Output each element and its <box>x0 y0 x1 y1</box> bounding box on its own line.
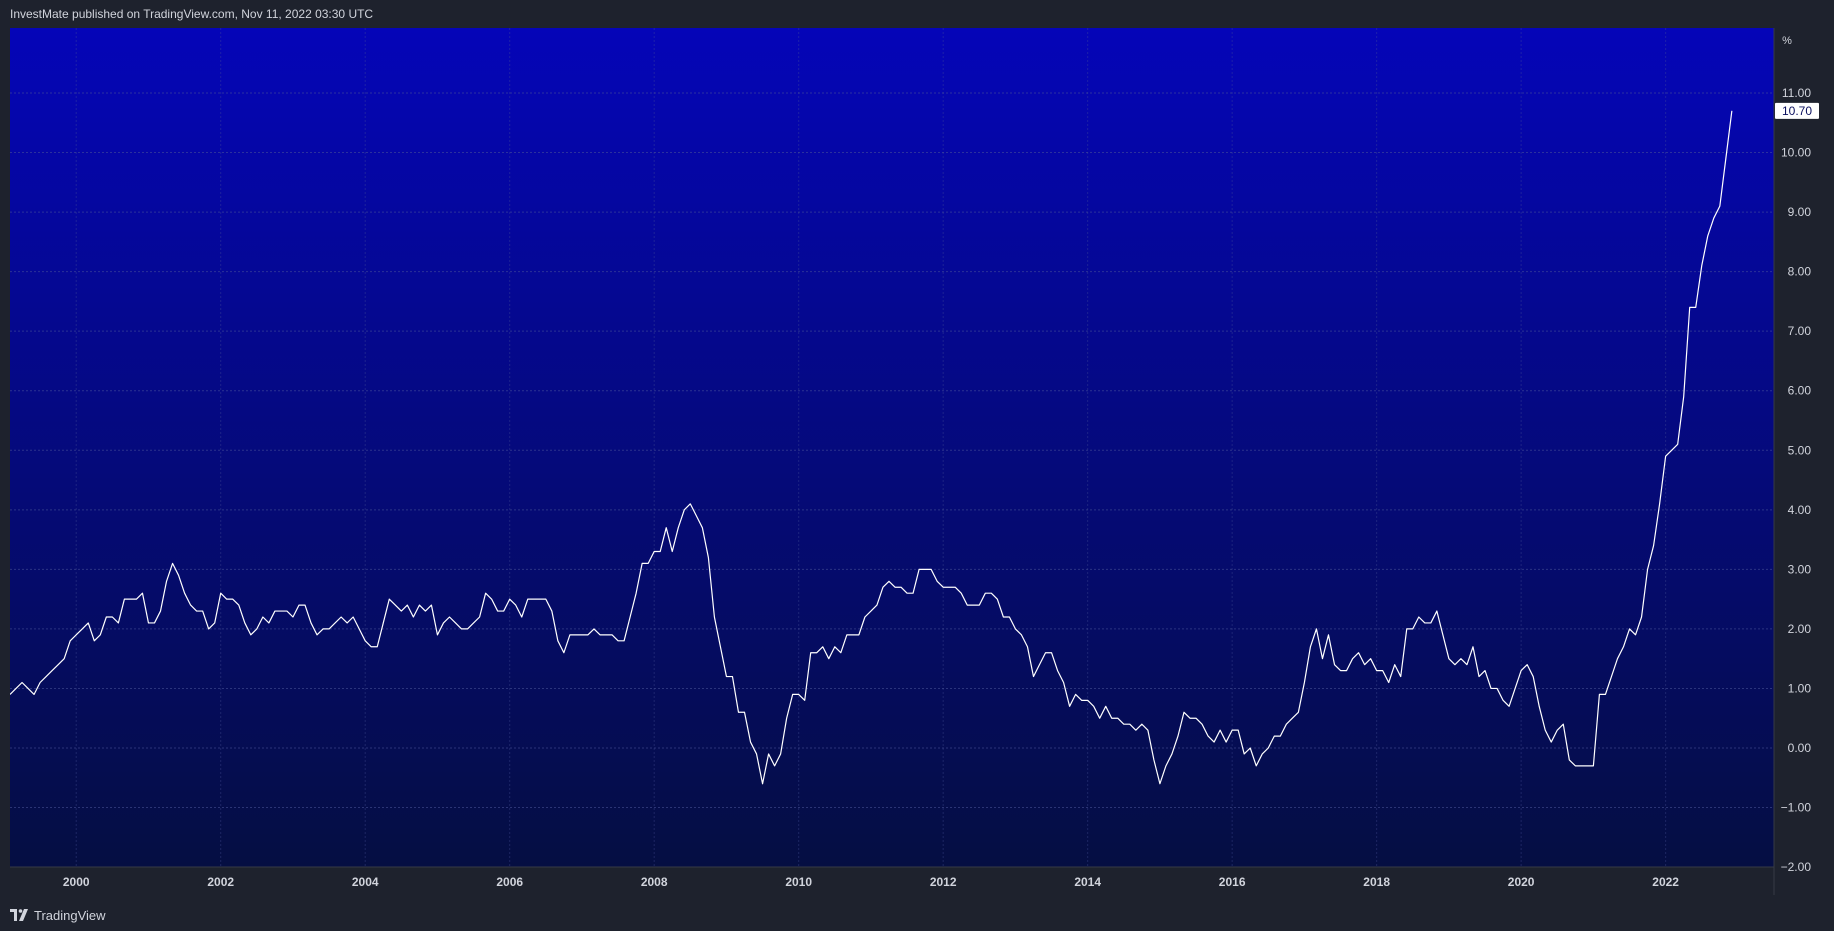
last-value-badge <box>1775 102 1819 119</box>
y-tick-label: 8.00 <box>1788 265 1812 279</box>
x-tick-label: 2008 <box>641 875 668 889</box>
publisher-caption: InvestMate published on TradingView.com,… <box>10 7 374 21</box>
footer-brand-label: TradingView <box>34 907 106 923</box>
y-tick-label: 0.00 <box>1788 741 1812 755</box>
last-value-badge-group: 10.70 <box>1775 102 1819 119</box>
y-tick-label: 9.00 <box>1788 205 1812 219</box>
y-unit-label: % <box>1782 35 1792 47</box>
x-axis: 2000 2002 2004 2006 2008 2010 2012 2014 2016 2018… <box>63 875 1679 889</box>
time-scale-axis[interactable] <box>10 867 1774 895</box>
series-line <box>10 110 1733 785</box>
x-tick-label: 2012 <box>930 875 957 889</box>
tradingview-logo-icon <box>10 909 28 921</box>
x-tick-label: 2022 <box>1652 875 1679 889</box>
x-tick-label: 2004 <box>352 875 379 889</box>
plot-area[interactable] <box>10 28 1774 867</box>
x-tick-label: 2006 <box>496 875 523 889</box>
y-tick-label: 5.00 <box>1788 443 1812 457</box>
y-tick-label: 1.00 <box>1788 681 1812 695</box>
y-tick-label: 3.00 <box>1788 562 1812 576</box>
x-tick-label: 2018 <box>1363 875 1390 889</box>
y-tick-label: 4.00 <box>1788 503 1812 517</box>
x-tick-label: 2010 <box>785 875 812 889</box>
x-tick-label: 2000 <box>63 875 90 889</box>
x-tick-label: 2020 <box>1508 875 1535 889</box>
x-tick-label: 2002 <box>207 875 234 889</box>
y-tick-label: 11.00 <box>1782 86 1811 100</box>
y-tick-label: 2.00 <box>1788 622 1812 636</box>
y-tick-label: 6.00 <box>1788 384 1812 398</box>
y-tick-label: 7.00 <box>1788 324 1812 338</box>
x-tick-label: 2014 <box>1074 875 1101 889</box>
y-tick-label: −1.00 <box>1781 801 1812 815</box>
series-line-group <box>10 110 1733 785</box>
price-scale-axis[interactable] <box>1774 28 1834 867</box>
x-tick-label: 2016 <box>1219 875 1246 889</box>
y-tick-label: 10.00 <box>1781 146 1811 160</box>
y-axis: −2.00 −1.00 0.00 1.00 2.00 3.00 4.00 5.00 6.00 7.… <box>1781 35 1812 874</box>
grid-lines <box>10 28 1774 867</box>
y-tick-label: −2.00 <box>1781 860 1812 874</box>
last-value-label: 10.70 <box>1782 104 1812 118</box>
footer-brand[interactable]: TradingView <box>10 907 106 923</box>
